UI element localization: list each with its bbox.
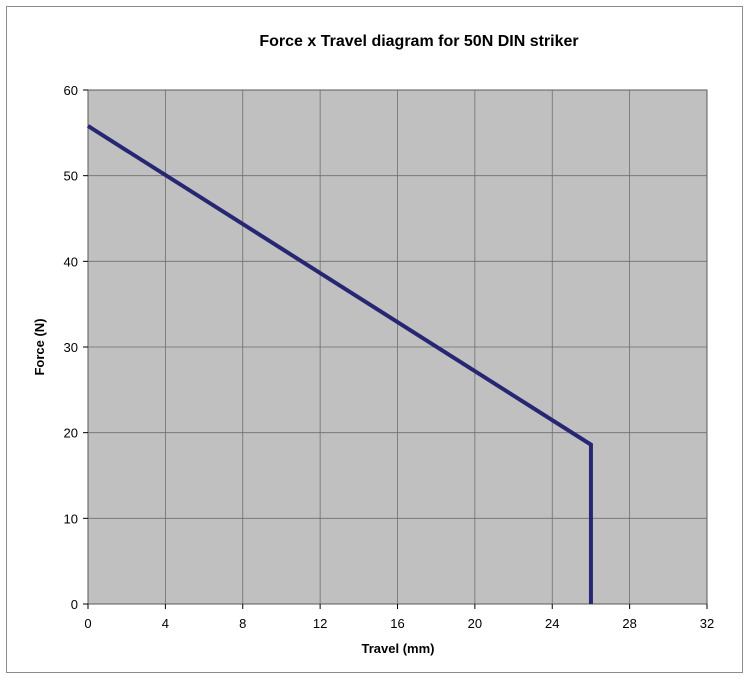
y-tick-label: 30 xyxy=(64,340,78,355)
x-tick-label: 16 xyxy=(390,616,404,631)
y-tick-label: 10 xyxy=(64,511,78,526)
x-tick-label: 4 xyxy=(162,616,169,631)
y-tick-label: 60 xyxy=(64,83,78,98)
y-tick-label: 40 xyxy=(64,254,78,269)
y-tick-label: 0 xyxy=(71,597,78,612)
y-tick-label: 50 xyxy=(64,169,78,184)
x-tick-label: 20 xyxy=(468,616,482,631)
chart-title: Force x Travel diagram for 50N DIN strik… xyxy=(259,33,578,50)
y-tick-label: 20 xyxy=(64,426,78,441)
series-group xyxy=(86,124,593,604)
x-axis-label: Travel (mm) xyxy=(362,641,435,656)
x-tick-labels: 0 4 8 12 16 20 24 28 32 xyxy=(84,604,714,631)
x-tick-label: 12 xyxy=(313,616,327,631)
y-tick-labels: 0 10 20 30 40 50 60 xyxy=(64,83,88,612)
y-axis-label: Force (N) xyxy=(32,318,47,375)
x-tick-label: 24 xyxy=(545,616,559,631)
x-tick-label: 0 xyxy=(84,616,91,631)
series-line xyxy=(86,124,593,604)
x-tick-label: 8 xyxy=(239,616,246,631)
x-tick-label: 32 xyxy=(700,616,714,631)
x-tick-label: 28 xyxy=(622,616,636,631)
